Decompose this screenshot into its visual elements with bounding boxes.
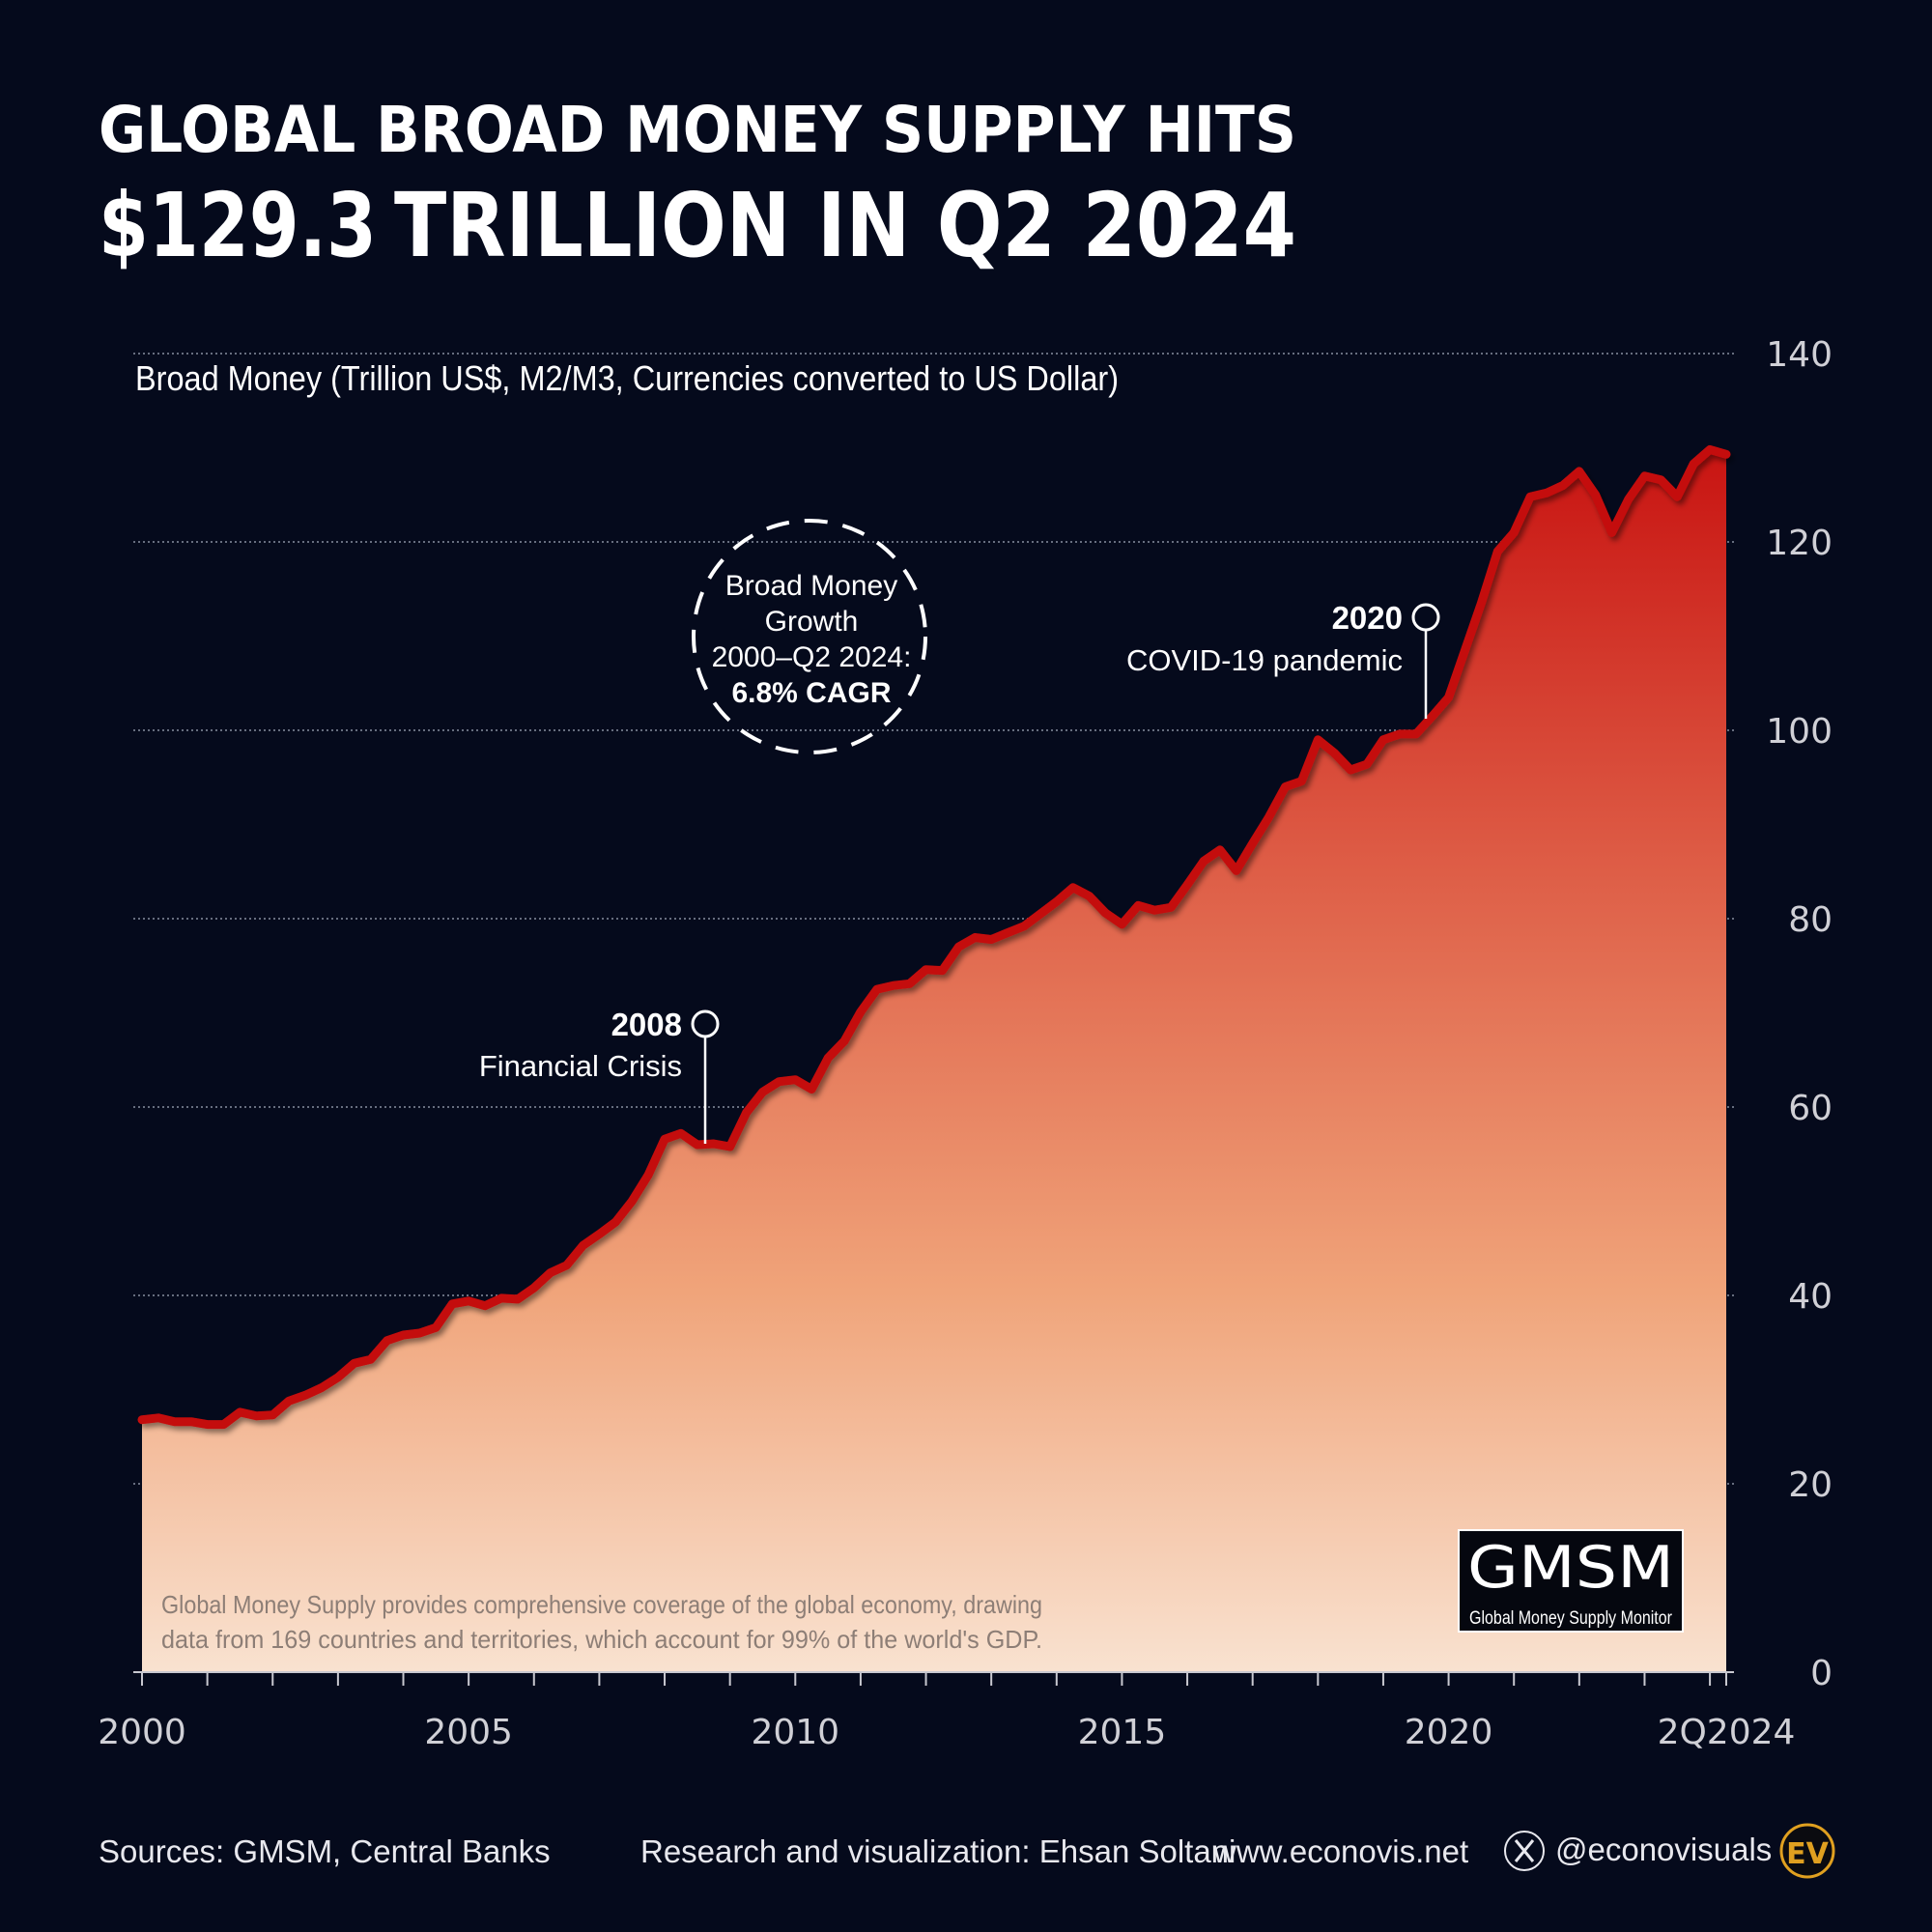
callout-line-1: Broad Money — [725, 570, 897, 602]
y-tick-label: 0 — [1810, 1654, 1833, 1693]
callout-line-3: 2000–Q2 2024: — [712, 641, 912, 673]
social-handle[interactable]: @econovisuals — [1555, 1832, 1772, 1867]
credit-text: Research and visualization: Ehsan Soltan… — [640, 1833, 1236, 1869]
annotation-year: 2008 — [611, 1007, 682, 1042]
y-tick-label: 120 — [1766, 524, 1833, 563]
y-tick-label: 40 — [1788, 1277, 1833, 1317]
annotation-2020: 2020 COVID-19 pandemic — [1126, 600, 1440, 719]
x-tick-label: 2Q2024 — [1658, 1713, 1796, 1752]
annotation-marker — [1411, 603, 1440, 632]
title-highlight-value: $129.3 — [99, 174, 377, 277]
y-axis: 0 20 40 60 80 100 120 140 — [1766, 335, 1833, 1693]
x-axis: 2000 2005 2010 2015 2020 2Q2024 — [98, 1671, 1796, 1752]
callout-line-4: 6.8% CAGR — [731, 677, 891, 709]
logo-name: GMSM — [1467, 1534, 1674, 1602]
y-tick-label: 80 — [1788, 900, 1833, 940]
logo-box — [1458, 1529, 1684, 1633]
y-tick-label: 20 — [1788, 1465, 1833, 1505]
ev-brand-logo: EV — [1779, 1823, 1835, 1879]
chart-subtitle: Broad Money (Trillion US$, M2/M3, Curren… — [135, 358, 1119, 398]
callout-line-2: Growth — [765, 606, 859, 638]
ev-logo-text: EV — [1786, 1837, 1829, 1871]
dashed-circle — [692, 519, 927, 754]
area-fill — [142, 449, 1726, 1672]
x-tick-label: 2000 — [98, 1713, 186, 1752]
x-tick-label: 2005 — [424, 1713, 513, 1752]
y-tick-label: 140 — [1766, 335, 1833, 375]
gmsm-logo: GMSM Global Money Supply Monitor — [1458, 1529, 1684, 1633]
sources-text: Sources: GMSM, Central Banks — [99, 1833, 551, 1869]
title-line-1: GLOBAL BROAD MONEY SUPPLY HITS — [99, 93, 1296, 167]
note-line-1: Global Money Supply provides comprehensi… — [161, 1590, 1042, 1619]
annotation-label: Financial Crisis — [479, 1049, 682, 1083]
note-line-2: data from 169 countries and territories,… — [161, 1625, 1042, 1654]
y-tick-label: 60 — [1788, 1089, 1833, 1128]
x-logo-icon — [1504, 1831, 1545, 1871]
x-tick-label: 2010 — [751, 1713, 839, 1752]
annotation-2008: 2008 Financial Crisis — [479, 1007, 720, 1144]
series-line — [137, 444, 1731, 1430]
title-line-2-rest: TRILLION IN Q2 2024 — [394, 174, 1296, 277]
logo-subtitle: Global Money Supply Monitor — [1469, 1608, 1673, 1629]
website-link[interactable]: www.econovis.net — [1212, 1833, 1468, 1869]
x-tick-label: 2015 — [1078, 1713, 1167, 1752]
cagr-callout: Broad Money Growth 2000–Q2 2024: 6.8% CA… — [692, 519, 927, 754]
y-tick-label: 100 — [1766, 712, 1833, 752]
x-tick-label: 2020 — [1405, 1713, 1493, 1752]
annotation-marker — [691, 1009, 720, 1038]
annotation-label: COVID-19 pandemic — [1126, 643, 1403, 677]
annotation-year: 2020 — [1332, 600, 1403, 636]
